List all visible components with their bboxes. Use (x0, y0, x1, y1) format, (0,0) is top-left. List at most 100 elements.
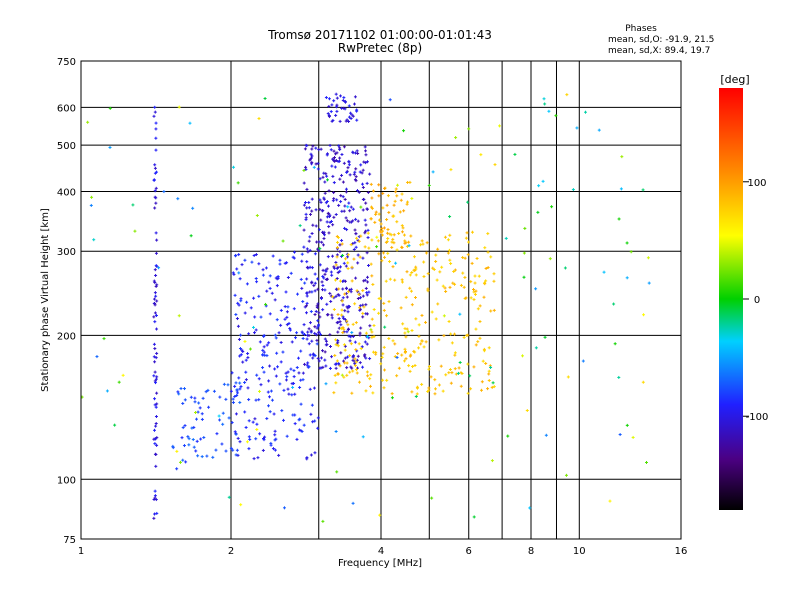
data-point (276, 365, 280, 369)
data-point (420, 239, 424, 243)
data-point (380, 259, 384, 263)
data-point (365, 291, 369, 295)
data-point (325, 343, 329, 347)
data-point (263, 435, 267, 439)
data-point (240, 348, 244, 352)
data-point (337, 144, 341, 148)
data-point (247, 332, 251, 336)
data-point (536, 210, 540, 214)
data-point (301, 371, 305, 375)
data-point (338, 320, 342, 324)
data-point (402, 129, 406, 133)
data-point (307, 365, 311, 369)
data-point (295, 437, 299, 441)
data-point (422, 260, 426, 264)
data-point (334, 366, 338, 370)
data-point (383, 368, 387, 372)
data-point (374, 210, 378, 214)
data-point (323, 337, 327, 341)
data-point (453, 367, 457, 371)
data-point (297, 418, 301, 422)
data-point (335, 240, 339, 244)
data-point (258, 432, 262, 436)
data-point (317, 249, 321, 253)
data-point (238, 440, 242, 444)
data-point (345, 170, 349, 174)
data-point (340, 373, 344, 377)
data-point (308, 290, 312, 294)
data-point (597, 128, 601, 132)
data-point (311, 223, 315, 227)
data-point (296, 292, 300, 296)
data-point (441, 284, 445, 288)
data-point (343, 361, 347, 365)
data-point (155, 170, 159, 174)
data-point (354, 276, 358, 280)
data-point (521, 354, 525, 358)
data-point (338, 156, 342, 160)
data-point (412, 349, 416, 353)
data-point (236, 324, 240, 328)
data-point (364, 223, 368, 227)
data-point (297, 428, 301, 432)
info-line-x: mean, sd,X: 89.4, 19.7 (608, 46, 710, 56)
data-point (437, 383, 441, 387)
data-point (153, 303, 157, 307)
data-point (406, 330, 410, 334)
data-point (313, 419, 317, 423)
y-tick-label: 300 (57, 247, 76, 258)
data-point (347, 104, 351, 108)
data-point (287, 392, 291, 396)
data-point (388, 98, 392, 102)
x-tick-label: 4 (378, 546, 384, 557)
data-point (305, 363, 309, 367)
data-point (571, 188, 575, 192)
data-point (438, 270, 442, 274)
data-point (194, 411, 198, 415)
data-point (355, 118, 359, 122)
data-point (439, 364, 443, 368)
data-point (351, 358, 355, 362)
data-point (264, 302, 268, 306)
data-point (319, 356, 323, 360)
data-point (200, 417, 204, 421)
data-point (253, 331, 257, 335)
data-point (375, 235, 379, 239)
data-point (414, 273, 418, 277)
data-point (327, 204, 331, 208)
colorbar-label: [deg] (720, 73, 749, 86)
data-point (321, 274, 325, 278)
data-point (237, 271, 241, 275)
data-point (477, 274, 481, 278)
data-point (335, 246, 339, 250)
data-point (372, 308, 376, 312)
data-point (441, 389, 445, 393)
data-point (341, 303, 345, 307)
data-point (619, 187, 623, 191)
data-point (312, 386, 316, 390)
data-point (466, 200, 470, 204)
data-point (334, 294, 338, 298)
data-point (222, 382, 226, 386)
data-point (236, 181, 240, 185)
data-point (305, 144, 309, 148)
data-point (386, 194, 390, 198)
data-point (361, 435, 365, 439)
data-point (403, 351, 407, 355)
data-point (247, 398, 251, 402)
data-point (340, 308, 344, 312)
data-point (289, 271, 293, 275)
data-point (364, 331, 368, 335)
data-point (338, 243, 342, 247)
data-point (268, 364, 272, 368)
data-point (314, 309, 318, 313)
data-point (310, 147, 314, 151)
data-point (332, 391, 336, 395)
data-point (472, 298, 476, 302)
data-point (330, 313, 334, 317)
data-point (346, 261, 350, 265)
data-point (363, 278, 367, 282)
data-point (410, 329, 414, 333)
data-point (342, 327, 346, 331)
data-point (231, 401, 235, 405)
